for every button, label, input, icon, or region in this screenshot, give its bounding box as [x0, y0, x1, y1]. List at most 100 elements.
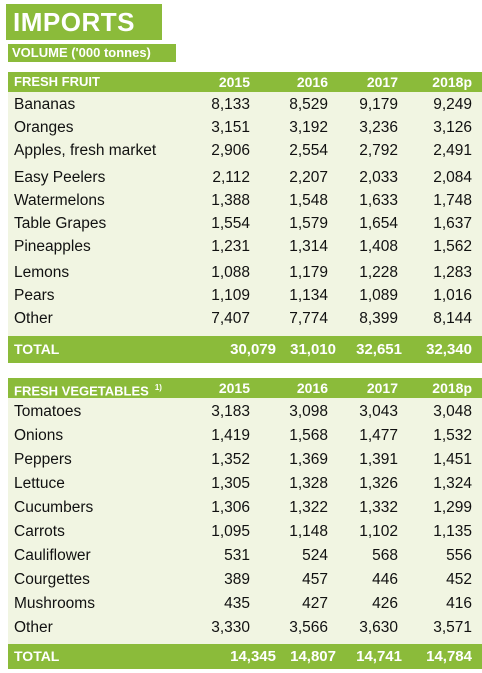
cell-value: 1,637: [433, 215, 472, 232]
cell-value: 2,792: [359, 142, 398, 159]
row-label: Table Grapes: [14, 215, 107, 232]
page-title: IMPORTS: [6, 4, 162, 40]
cell-value: 1,134: [289, 287, 328, 304]
cell-value: 3,330: [211, 619, 250, 636]
cell-value: 3,183: [211, 403, 250, 420]
cell-value: 1,548: [289, 192, 328, 209]
table-row: Cauliflower 531 524 568 556: [8, 544, 482, 567]
row-label: Courgettes: [14, 571, 90, 588]
cell-value: 524: [302, 547, 328, 564]
column-header: 2017: [366, 380, 398, 396]
cell-value: 427: [302, 595, 328, 612]
cell-value: 446: [372, 571, 398, 588]
cell-value: 3,151: [211, 119, 250, 136]
cell-value: 2,491: [433, 142, 472, 159]
row-label: Bananas: [14, 96, 76, 113]
cell-value: 8,144: [433, 310, 472, 327]
total-value: 14,784: [426, 648, 472, 665]
cell-value: 1,228: [359, 264, 398, 281]
cell-value: 1,654: [359, 215, 398, 232]
cell-value: 2,906: [211, 142, 250, 159]
table-header: FRESH FRUIT 2015 2016 2017 2018p: [8, 72, 482, 92]
column-header: 2017: [366, 74, 398, 90]
table-row: Carrots 1,095 1,148 1,102 1,135: [8, 520, 482, 543]
table-row: Tomatoes 3,183 3,098 3,043 3,048: [8, 400, 482, 423]
cell-value: 1,135: [433, 523, 472, 540]
cell-value: 1,283: [433, 264, 472, 281]
cell-value: 3,630: [359, 619, 398, 636]
table-row: Lettuce 1,305 1,328 1,326 1,324: [8, 472, 482, 495]
cell-value: 426: [372, 595, 398, 612]
cell-value: 1,633: [359, 192, 398, 209]
cell-value: 2,554: [289, 142, 328, 159]
fresh-vegetables-table: FRESH VEGETABLES 1) 2015 2016 2017 2018p …: [8, 378, 482, 669]
cell-value: 8,399: [359, 310, 398, 327]
row-label: Other: [14, 310, 53, 327]
table-row: Oranges 3,151 3,192 3,236 3,126: [8, 116, 482, 139]
cell-value: 2,033: [359, 169, 398, 186]
cell-value: 1,477: [359, 427, 398, 444]
row-label: Lemons: [14, 264, 70, 281]
cell-value: 3,043: [359, 403, 398, 420]
total-value: 32,340: [426, 341, 472, 358]
cell-value: 1,089: [359, 287, 398, 304]
column-header: 2015: [218, 74, 250, 90]
cell-value: 3,048: [433, 403, 472, 420]
table-header-text: FRESH VEGETABLES: [14, 383, 149, 399]
row-label: Other: [14, 619, 53, 636]
table-row: Mushrooms 435 427 426 416: [8, 592, 482, 615]
cell-value: 1,352: [211, 451, 250, 468]
table-row: Lemons 1,088 1,179 1,228 1,283: [8, 261, 482, 284]
cell-value: 7,774: [289, 310, 328, 327]
table-row: Other 3,330 3,566 3,630 3,571: [8, 616, 482, 639]
cell-value: 1,568: [289, 427, 328, 444]
cell-value: 1,532: [433, 427, 472, 444]
total-value: 14,345: [230, 648, 276, 665]
cell-value: 1,299: [433, 499, 472, 516]
total-value: 32,651: [356, 341, 402, 358]
cell-value: 1,554: [211, 215, 250, 232]
cell-value: 531: [224, 547, 250, 564]
row-label: Mushrooms: [14, 595, 95, 612]
cell-value: 568: [372, 547, 398, 564]
page-subtitle: VOLUME ('000 tonnes): [8, 44, 176, 62]
cell-value: 3,236: [359, 119, 398, 136]
table-row: Pineapples 1,231 1,314 1,408 1,562: [8, 235, 482, 258]
cell-value: 3,126: [433, 119, 472, 136]
row-label: Pears: [14, 287, 55, 304]
total-label: TOTAL: [14, 341, 60, 357]
table-row: Watermelons 1,388 1,548 1,633 1,748: [8, 189, 482, 212]
cell-value: 2,112: [212, 169, 250, 186]
row-label: Watermelons: [14, 192, 105, 209]
cell-value: 1,179: [289, 264, 328, 281]
cell-value: 1,579: [289, 215, 328, 232]
cell-value: 1,326: [359, 475, 398, 492]
row-label: Lettuce: [14, 475, 65, 492]
cell-value: 452: [446, 571, 472, 588]
total-value: 14,807: [290, 648, 336, 665]
total-row: TOTAL 30,079 31,010 32,651 32,340: [8, 336, 482, 363]
total-label: TOTAL: [14, 648, 60, 664]
cell-value: 1,332: [359, 499, 398, 516]
column-header: 2018p: [432, 74, 472, 90]
table-row: Bananas 8,133 8,529 9,179 9,249: [8, 93, 482, 116]
row-label: Cauliflower: [14, 547, 91, 564]
cell-value: 1,324: [433, 475, 472, 492]
cell-value: 1,388: [211, 192, 250, 209]
table-row: Easy Peelers 2,112 2,207 2,033 2,084: [8, 166, 482, 189]
cell-value: 3,566: [289, 619, 328, 636]
row-label: Apples, fresh market: [14, 142, 157, 159]
table-row: Apples, fresh market 2,906 2,554 2,792 2…: [8, 139, 482, 162]
table-row: Peppers 1,352 1,369 1,391 1,451: [8, 448, 482, 471]
cell-value: 1,369: [289, 451, 328, 468]
cell-value: 1,748: [433, 192, 472, 209]
row-label: Peppers: [14, 451, 72, 468]
cell-value: 9,249: [433, 96, 472, 113]
cell-value: 556: [446, 547, 472, 564]
total-value: 30,079: [230, 341, 276, 358]
cell-value: 1,088: [211, 264, 250, 281]
table-row: Other 7,407 7,774 8,399 8,144: [8, 307, 482, 330]
cell-value: 1,322: [289, 499, 328, 516]
cell-value: 7,407: [211, 310, 250, 327]
cell-value: 3,098: [289, 403, 328, 420]
